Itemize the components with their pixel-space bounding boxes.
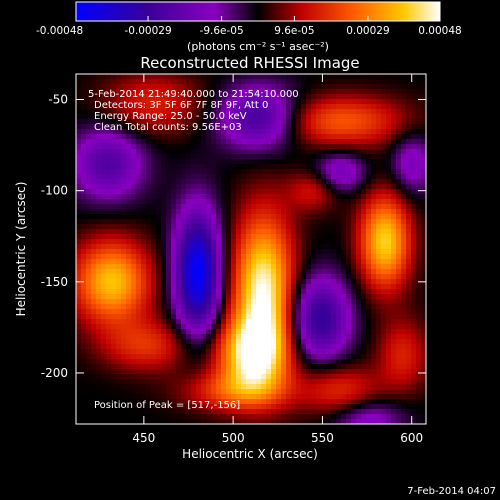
colorbar-tick-label: -0.00029 [124, 25, 171, 37]
annotation-time: 5-Feb-2014 21:49:40.000 to 21:54:10.000 [88, 89, 299, 100]
footer-date: 7-Feb-2014 04:07 [407, 486, 496, 497]
chart-title: Reconstructed RHESSI Image [140, 54, 359, 72]
colorbar-tick-labels: -0.00048 -0.00029 -9.6e-05 9.6e-05 0.00029 0.… [36, 25, 462, 37]
x-axis-ticks [143, 74, 413, 424]
heatmap-image [76, 74, 426, 424]
plot-frame [75, 73, 427, 425]
y-tick-label: -200 [41, 366, 68, 380]
x-axis-tick-labels: 450 500 550 600 [132, 431, 423, 445]
colorbar-tick-label: 0.00029 [346, 25, 389, 37]
colorbar-tick-label: 0.00048 [418, 25, 461, 37]
y-tick-label: -150 [41, 275, 68, 289]
colorbar-tick-label: -9.6e-05 [200, 25, 244, 37]
annotation-detectors: Detectors: 3F 5F 6F 7F 8F 9F, Att 0 [94, 100, 268, 111]
annotation-energy: Energy Range: 25.0 - 50.0 keV [94, 111, 247, 122]
y-tick-label: -100 [41, 184, 68, 198]
y-axis-label: Heliocentric Y (arcsec) [14, 182, 28, 317]
x-tick-label: 500 [222, 431, 245, 445]
x-axis-label: Heliocentric X (arcsec) [182, 447, 318, 461]
y-axis-ticks [76, 99, 426, 374]
colorbar-ticks [75, 16, 441, 21]
colorbar-unit-label: (photons cm⁻² s⁻¹ asec⁻²) [187, 40, 329, 53]
colorbar-tick-label: 9.6e-05 [274, 25, 314, 37]
annotation-peak: Position of Peak = [517,-156] [94, 400, 240, 411]
y-axis-tick-labels: -50 -100 -150 -200 [41, 93, 68, 380]
annotation-clean: Clean Total counts: 9.56E+03 [94, 122, 242, 133]
colorbar [75, 1, 441, 22]
colorbar-tick-label: -0.00048 [36, 25, 83, 37]
x-tick-label: 450 [132, 431, 155, 445]
x-tick-label: 600 [400, 431, 423, 445]
y-tick-label: -50 [48, 93, 68, 107]
x-tick-label: 550 [311, 431, 334, 445]
